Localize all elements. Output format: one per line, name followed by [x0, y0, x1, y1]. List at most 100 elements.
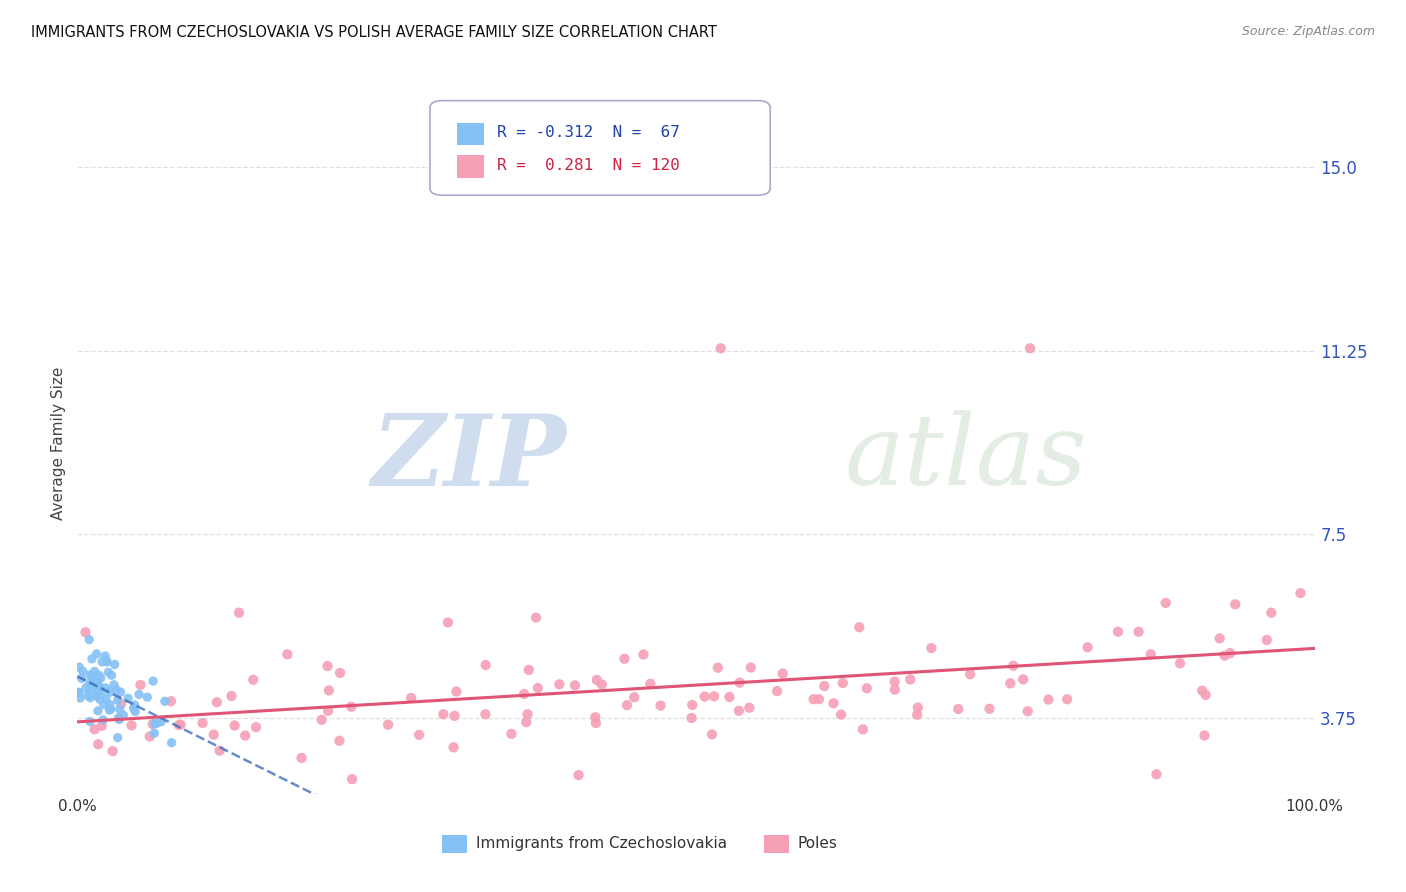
Point: [681, 711, 703, 725]
Point: [848, 620, 870, 634]
Point: [86, 689, 108, 703]
Point: [616, 698, 638, 713]
Point: [87, 679, 110, 693]
Point: [107, 693, 129, 707]
Point: [340, 772, 363, 787]
Point: [89, 668, 111, 682]
Point: [87, 704, 110, 718]
Point: [1208, 632, 1230, 646]
Point: [75, 625, 97, 640]
Point: [112, 708, 135, 723]
Point: [1019, 341, 1042, 355]
Point: [807, 692, 830, 706]
Point: [153, 694, 176, 708]
Point: [1000, 676, 1022, 690]
Point: [377, 717, 399, 731]
Point: [76, 689, 98, 703]
Point: [437, 615, 460, 630]
Point: [1128, 624, 1150, 639]
Point: [91, 713, 114, 727]
Text: R =  0.281  N = 120: R = 0.281 N = 120: [496, 158, 679, 172]
Point: [408, 728, 430, 742]
Point: [96, 655, 118, 669]
Point: [139, 730, 162, 744]
Text: IMMIGRANTS FROM CZECHOSLOVAKIA VS POLISH AVERAGE FAMILY SIZE CORRELATION CHART: IMMIGRANTS FROM CZECHOSLOVAKIA VS POLISH…: [31, 25, 717, 40]
Point: [738, 700, 761, 714]
Point: [1017, 704, 1039, 718]
Point: [91, 655, 114, 669]
Point: [311, 713, 333, 727]
Point: [86, 647, 108, 661]
Point: [1154, 596, 1177, 610]
Point: [208, 744, 231, 758]
Point: [100, 668, 122, 682]
Point: [1191, 683, 1213, 698]
Point: [107, 711, 129, 725]
Point: [79, 714, 101, 729]
Point: [527, 681, 550, 695]
Point: [79, 690, 101, 705]
Point: [316, 659, 339, 673]
Point: [883, 674, 905, 689]
Point: [80, 652, 103, 666]
Point: [290, 751, 312, 765]
Point: [94, 692, 117, 706]
Point: [101, 744, 124, 758]
Point: [728, 675, 751, 690]
Point: [1289, 586, 1312, 600]
Point: [740, 660, 762, 674]
Point: [633, 648, 655, 662]
Point: [524, 610, 547, 624]
Point: [905, 707, 928, 722]
Point: [86, 681, 108, 696]
Point: [110, 697, 132, 711]
Point: [1012, 673, 1035, 687]
Point: [640, 677, 662, 691]
Point: [513, 687, 536, 701]
Point: [67, 660, 90, 674]
Point: [122, 701, 145, 715]
Point: [710, 341, 733, 355]
Point: [907, 700, 929, 714]
Text: Source: ZipAtlas.com: Source: ZipAtlas.com: [1241, 25, 1375, 38]
Point: [90, 719, 112, 733]
Point: [67, 685, 90, 699]
Point: [79, 674, 101, 689]
Point: [1038, 692, 1060, 706]
Point: [583, 710, 606, 724]
Point: [446, 684, 468, 698]
Point: [328, 734, 350, 748]
Point: [1002, 658, 1025, 673]
Point: [693, 690, 716, 704]
Text: R = -0.312  N =  67: R = -0.312 N = 67: [496, 126, 679, 140]
Text: Immigrants from Czechoslovakia: Immigrants from Czechoslovakia: [475, 836, 727, 851]
Point: [228, 606, 250, 620]
Point: [852, 723, 875, 737]
Point: [70, 672, 93, 686]
FancyBboxPatch shape: [443, 835, 467, 853]
Point: [72, 664, 94, 678]
Point: [856, 681, 879, 696]
Point: [136, 690, 159, 705]
Point: [548, 677, 571, 691]
Y-axis label: Average Family Size: Average Family Size: [51, 368, 66, 520]
Point: [108, 712, 131, 726]
Point: [1225, 598, 1247, 612]
Point: [1107, 624, 1129, 639]
Point: [623, 690, 645, 705]
Point: [87, 737, 110, 751]
Point: [883, 682, 905, 697]
Text: ZIP: ZIP: [371, 409, 567, 506]
Point: [681, 698, 703, 712]
Point: [150, 714, 173, 729]
Point: [948, 702, 970, 716]
Point: [191, 716, 214, 731]
Point: [474, 707, 496, 722]
Point: [142, 674, 165, 689]
Point: [91, 684, 114, 698]
FancyBboxPatch shape: [763, 835, 789, 853]
Point: [160, 736, 183, 750]
Point: [82, 669, 104, 683]
Point: [920, 641, 942, 656]
Point: [1260, 606, 1282, 620]
